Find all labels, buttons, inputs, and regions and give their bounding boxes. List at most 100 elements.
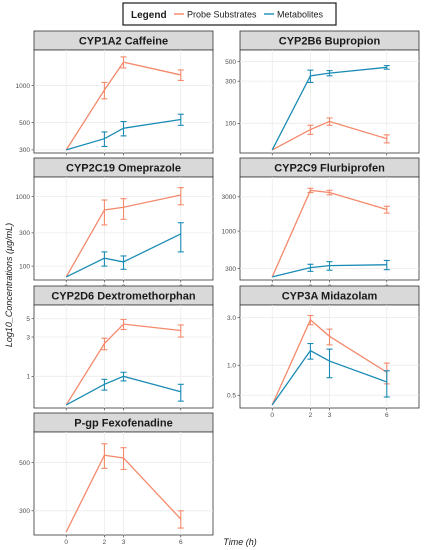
y-tick-label: 1 bbox=[26, 374, 30, 381]
series-line-probe-substrates bbox=[65, 323, 181, 406]
error-bar bbox=[326, 261, 333, 271]
error-bar bbox=[101, 251, 108, 267]
y-tick-label: 1.0 bbox=[227, 363, 236, 370]
error-bar bbox=[120, 371, 127, 382]
y-tick-label: 1000 bbox=[16, 194, 31, 201]
error-bar bbox=[101, 337, 108, 351]
y-tick-label: 300 bbox=[225, 266, 236, 273]
x-tick-label: 3 bbox=[122, 539, 126, 546]
series-line-probe-substrates bbox=[271, 318, 388, 406]
series-metabolites bbox=[65, 222, 184, 278]
legend-title: Legend bbox=[131, 10, 167, 21]
panel-title: CYP2D6 Dextromethorphan bbox=[51, 291, 196, 303]
x-tick-label: 2 bbox=[309, 412, 313, 419]
x-tick-label: 2 bbox=[103, 539, 107, 546]
error-bar bbox=[177, 222, 184, 253]
series-metabolites bbox=[272, 259, 390, 278]
series-probe-substrates bbox=[65, 443, 184, 533]
series-probe-substrates bbox=[65, 187, 184, 278]
series-line-probe-substrates bbox=[271, 120, 387, 151]
panel-title: CYP2B6 Bupropion bbox=[279, 36, 381, 48]
error-bar bbox=[326, 70, 333, 77]
series-probe-substrates bbox=[271, 314, 390, 406]
panel-title: CYP1A2 Caffeine bbox=[79, 36, 168, 48]
x-tick-label: 6 bbox=[179, 539, 183, 546]
y-tick-label: 1000 bbox=[16, 83, 31, 90]
error-bar bbox=[120, 447, 127, 470]
series-metabolites bbox=[271, 65, 390, 151]
error-bar bbox=[101, 131, 108, 148]
y-tick-label: 500 bbox=[19, 460, 30, 467]
panel-cyp2c19-omeprazole: CYP2C19 Omeprazole02361003001000 bbox=[16, 157, 214, 291]
error-bar bbox=[383, 65, 390, 70]
error-bar bbox=[120, 198, 127, 220]
series-metabolites bbox=[271, 342, 390, 406]
facet-panels: CYP1A2 Caffeine02363005001000CYP2B6 Bupr… bbox=[16, 30, 420, 546]
legend: Legend Probe Substrates Metabolites bbox=[122, 2, 337, 26]
legend-box bbox=[122, 2, 337, 26]
error-bar bbox=[177, 383, 184, 402]
y-tick-label: 500 bbox=[225, 59, 236, 66]
error-bar bbox=[307, 263, 314, 272]
error-bar bbox=[383, 370, 390, 398]
series-probe-substrates bbox=[271, 117, 390, 151]
y-tick-label: 1000 bbox=[222, 228, 237, 235]
panel-cyp2d6-dextromethorphan: CYP2D6 Dextromethorphan0236135 bbox=[26, 285, 214, 419]
series-line-probe-substrates bbox=[65, 194, 181, 278]
series-line-probe-substrates bbox=[271, 189, 387, 278]
error-bar bbox=[326, 117, 333, 126]
error-bar bbox=[307, 187, 314, 194]
panel-title: CYP3A Midazolam bbox=[282, 291, 378, 303]
x-tick-label: 0 bbox=[270, 412, 274, 419]
y-tick-label: 0.5 bbox=[227, 393, 236, 400]
panel-p-gp-fexofenadine: P-gp Fexofenadine 0 2 3 6 300 500 bbox=[19, 412, 214, 546]
x-axis-title: Time (h) bbox=[223, 537, 256, 547]
error-bar bbox=[177, 510, 184, 529]
series-line-metabolites bbox=[272, 264, 387, 278]
error-bar bbox=[177, 324, 184, 338]
series-probe-substrates bbox=[271, 187, 390, 278]
error-bar bbox=[101, 378, 108, 391]
error-bar bbox=[177, 187, 184, 206]
panel-cyp2c9-flurbiprofen: CYP2C9 Flurbiprofen023630010003000 bbox=[222, 157, 420, 291]
y-tick-label: 100 bbox=[19, 263, 30, 270]
error-bar bbox=[120, 318, 127, 331]
error-bar bbox=[383, 205, 390, 214]
y-tick-label: 3000 bbox=[222, 194, 237, 201]
panel-title: CYP2C19 Omeprazole bbox=[66, 163, 181, 175]
y-tick-label: 300 bbox=[19, 230, 30, 237]
error-bar bbox=[307, 69, 314, 84]
error-bar bbox=[101, 443, 108, 469]
error-bar bbox=[101, 81, 108, 100]
series-line-metabolites bbox=[66, 118, 181, 151]
error-bar bbox=[326, 189, 333, 196]
x-tick-label: 6 bbox=[385, 412, 389, 419]
panel-title: CYP2C9 Flurbiprofen bbox=[274, 163, 385, 175]
y-tick-label: 100 bbox=[225, 121, 236, 128]
error-bar bbox=[326, 348, 333, 379]
error-bar bbox=[307, 314, 314, 326]
panel-cyp1a2-caffeine: CYP1A2 Caffeine02363005001000 bbox=[16, 30, 214, 164]
series-line-probe-substrates bbox=[65, 454, 182, 533]
error-bar bbox=[177, 69, 184, 82]
series-probe-substrates bbox=[65, 318, 184, 406]
series-line-metabolites bbox=[65, 375, 181, 406]
y-tick-label: 5 bbox=[26, 316, 30, 323]
series-line-probe-substrates bbox=[65, 61, 181, 151]
y-axis-title: Log10_Concentrations (µg/mL) bbox=[4, 223, 14, 347]
error-bar bbox=[383, 259, 390, 271]
x-tick-label: 0 bbox=[64, 539, 68, 546]
error-bar bbox=[120, 56, 127, 69]
legend-label-probe-substrates: Probe Substrates bbox=[187, 10, 257, 20]
error-bar bbox=[101, 199, 108, 226]
error-bar bbox=[326, 328, 333, 346]
y-tick-label: 300 bbox=[19, 147, 30, 154]
series-probe-substrates bbox=[65, 56, 184, 151]
y-tick-label: 3 bbox=[26, 334, 30, 341]
series-metabolites bbox=[65, 371, 184, 406]
series-line-metabolites bbox=[271, 66, 387, 151]
legend-label-metabolites: Metabolites bbox=[277, 10, 324, 20]
error-bar bbox=[120, 255, 127, 270]
error-bar bbox=[307, 124, 314, 135]
